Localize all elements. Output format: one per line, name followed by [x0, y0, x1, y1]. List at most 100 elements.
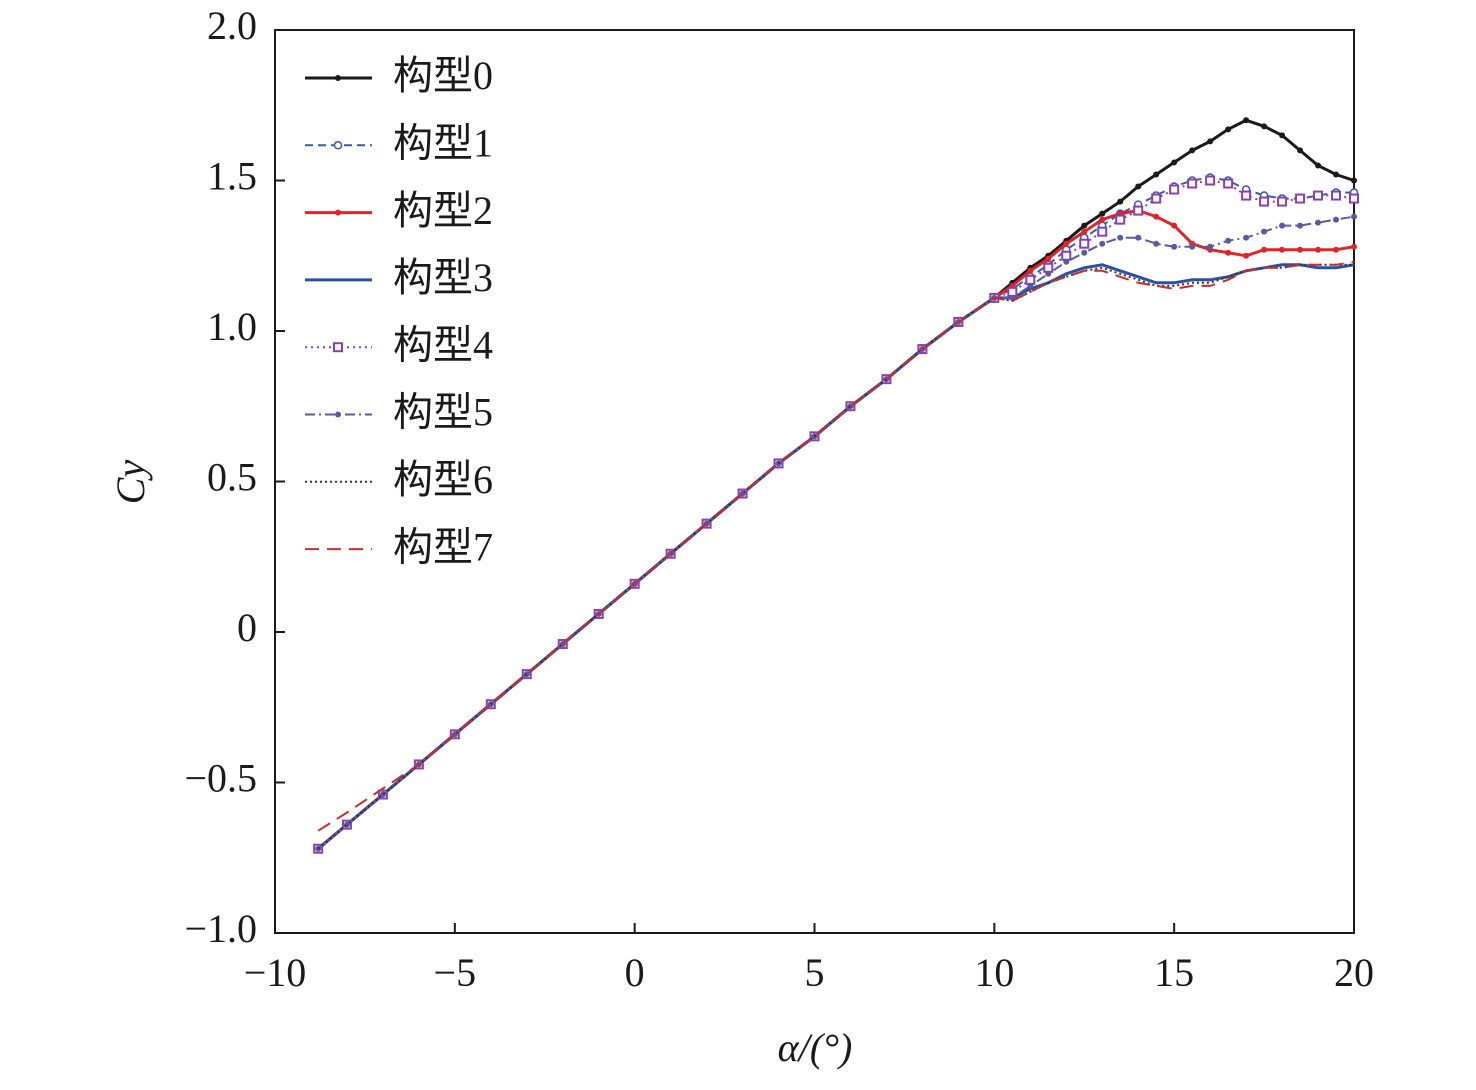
x-tick-label: −10	[244, 950, 307, 995]
legend-marker	[335, 411, 341, 418]
marker	[1063, 258, 1070, 265]
y-tick-label: 0	[237, 605, 257, 650]
marker	[1063, 240, 1070, 247]
legend-label: 构型1	[393, 120, 493, 165]
legend-label: 构型0	[393, 53, 493, 98]
y-tick-label: −0.5	[184, 756, 257, 801]
x-tick-label: −5	[434, 950, 477, 995]
marker	[1189, 243, 1196, 250]
marker	[1207, 138, 1214, 145]
legend-label: 构型6	[393, 457, 493, 502]
marker	[1081, 222, 1088, 229]
marker	[1243, 117, 1250, 124]
marker	[1261, 123, 1268, 130]
legend-label: 构型3	[393, 255, 493, 300]
marker	[1169, 184, 1180, 195]
marker	[1133, 205, 1144, 216]
x-tick-label: 10	[974, 950, 1014, 995]
marker	[1279, 132, 1286, 139]
marker	[1297, 147, 1304, 154]
marker	[1351, 177, 1357, 184]
marker	[1079, 238, 1090, 249]
legend-marker	[333, 141, 343, 150]
marker	[1099, 240, 1106, 247]
marker	[1333, 246, 1340, 253]
marker	[1243, 234, 1250, 241]
marker	[1061, 250, 1072, 261]
marker	[1207, 243, 1214, 250]
marker	[1297, 222, 1304, 229]
marker	[1153, 240, 1160, 247]
x-axis-label: α/(°)	[778, 1025, 853, 1070]
marker	[1277, 196, 1288, 207]
marker	[1295, 193, 1306, 204]
series-line	[317, 260, 1355, 832]
legend-label: 构型5	[393, 390, 493, 435]
marker	[315, 845, 322, 852]
marker	[1261, 246, 1268, 253]
marker	[1225, 249, 1232, 256]
x-tick-label: 5	[805, 950, 825, 995]
y-tick-label: −1.0	[184, 906, 257, 951]
marker	[1045, 255, 1052, 262]
legend-label: 构型2	[393, 188, 493, 233]
marker	[1153, 171, 1160, 178]
marker	[1351, 243, 1357, 250]
marker	[1045, 270, 1052, 277]
marker	[1333, 216, 1340, 223]
y-tick-label: 1.0	[207, 304, 257, 349]
series-line	[317, 176, 1354, 850]
marker	[1315, 219, 1322, 226]
y-axis-label: Cy	[108, 460, 153, 505]
legend-marker	[335, 75, 341, 81]
marker	[1205, 175, 1216, 186]
marker	[1189, 147, 1196, 154]
marker	[1351, 213, 1357, 220]
marker	[1117, 198, 1124, 205]
marker	[1225, 237, 1232, 244]
marker	[1043, 262, 1054, 273]
marker	[1225, 126, 1232, 133]
marker	[1099, 210, 1106, 217]
marker	[1333, 171, 1340, 178]
legend-label: 构型4	[393, 322, 493, 367]
y-tick-label: 1.5	[207, 154, 257, 199]
marker	[1331, 190, 1342, 201]
marker	[1171, 243, 1178, 250]
marker	[1099, 216, 1106, 223]
marker	[1315, 246, 1322, 253]
legend-label: 构型7	[393, 524, 493, 569]
marker	[1315, 162, 1322, 169]
marker	[1025, 274, 1036, 285]
marker	[1223, 178, 1234, 189]
y-tick-label: 2.0	[207, 3, 257, 48]
marker	[1097, 226, 1108, 237]
marker	[1297, 246, 1304, 253]
marker	[1135, 234, 1142, 241]
marker	[1171, 159, 1178, 166]
legend-marker	[333, 342, 343, 353]
legend-marker	[335, 209, 341, 216]
x-tick-label: 0	[625, 950, 645, 995]
y-tick-label: 0.5	[207, 455, 257, 500]
marker	[1153, 213, 1160, 220]
marker	[1081, 228, 1088, 235]
marker	[1007, 286, 1018, 297]
marker	[1117, 234, 1124, 241]
marker	[1135, 183, 1142, 190]
marker	[1081, 249, 1088, 256]
marker	[1261, 228, 1268, 235]
marker	[1027, 282, 1034, 289]
marker	[1171, 222, 1178, 229]
marker	[1259, 196, 1270, 207]
marker	[1241, 190, 1252, 201]
marker	[1243, 252, 1250, 259]
marker	[1279, 222, 1286, 229]
marker	[1279, 246, 1286, 253]
marker	[1313, 190, 1324, 201]
marker	[1187, 178, 1198, 189]
marker	[1027, 267, 1034, 274]
x-tick-label: 15	[1154, 950, 1194, 995]
